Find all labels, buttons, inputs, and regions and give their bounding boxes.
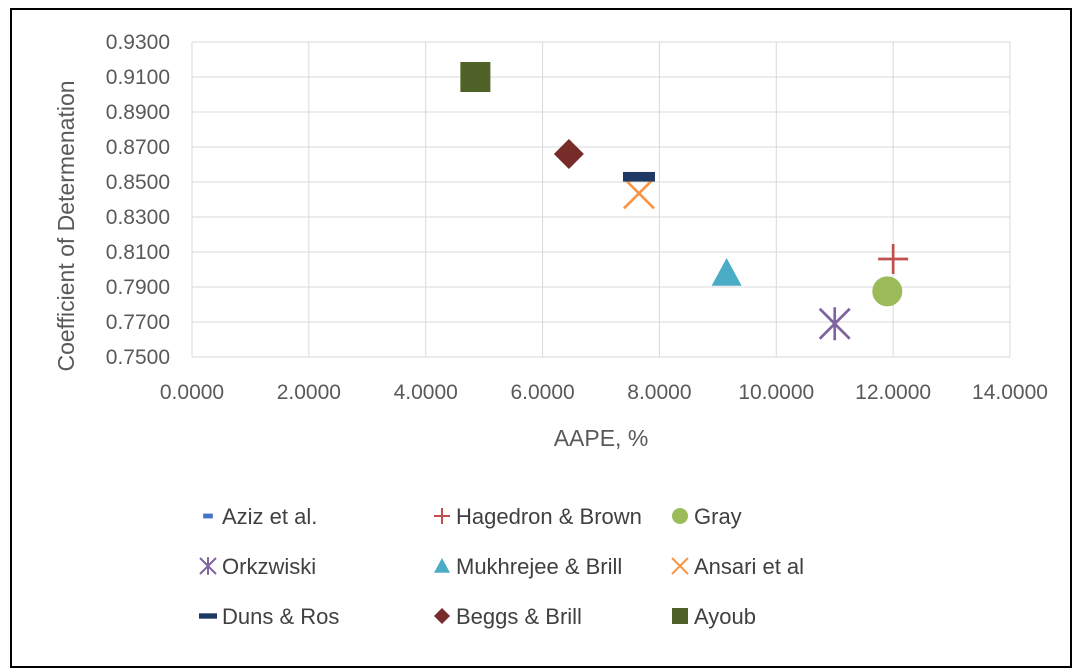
- legend-symbol: [671, 557, 689, 575]
- x-axis-label: AAPE, %: [554, 425, 649, 451]
- legend-symbol: [672, 508, 688, 524]
- legend-label: Mukhrejee & Brill: [456, 554, 622, 579]
- y-tick-label: 0.8300: [106, 206, 170, 229]
- legend-label: Ayoub: [694, 604, 756, 629]
- x-tick-label: 6.0000: [510, 381, 574, 404]
- legend-item-mukhrejee-brill: Mukhrejee & Brill: [434, 554, 622, 579]
- y-axis-ticks: 0.7500 0.7700 0.7900 0.8100 0.8300 0.8500 0.87…: [106, 31, 170, 369]
- x-tick-label: 14.0000: [972, 381, 1048, 404]
- legend-label: Ansari et al: [694, 554, 804, 579]
- y-tick-label: 0.7500: [106, 346, 170, 369]
- legend-symbol: [434, 608, 450, 624]
- x-tick-label: 2.0000: [277, 381, 341, 404]
- y-tick-label: 0.8500: [106, 171, 170, 194]
- x-tick-label: 12.0000: [855, 381, 931, 404]
- x-axis-ticks: 0.0000 2.0000 4.0000 6.0000 8.0000 10.0000 12.…: [160, 381, 1048, 404]
- legend-item-ayoub: Ayoub: [672, 604, 756, 629]
- x-tick-label: 10.0000: [738, 381, 814, 404]
- point-gray: [872, 276, 903, 307]
- legend: Aziz et al. Hagedron & Brown Gray Orkzwiski…: [199, 504, 804, 629]
- legend-symbol: [199, 557, 217, 575]
- legend-label: Orkzwiski: [222, 554, 316, 579]
- data-points: [460, 62, 909, 341]
- point-beggs-brill: [553, 139, 584, 169]
- point-ayoub: [460, 62, 491, 92]
- legend-item-aziz-et-al: Aziz et al.: [203, 504, 317, 529]
- gridlines: [191, 41, 1011, 358]
- legend-label: Gray: [694, 504, 742, 529]
- x-tick-label: 0.0000: [160, 381, 224, 404]
- y-tick-label: 0.7900: [106, 276, 170, 299]
- y-tick-label: 0.8900: [106, 101, 170, 124]
- scatter-chart: 0.0000 2.0000 4.0000 6.0000 8.0000 10.0000 12.…: [53, 31, 1048, 629]
- legend-label: Hagedron & Brown: [456, 504, 642, 529]
- point-mukhrejee-brill: [711, 258, 742, 286]
- legend-symbol: [434, 508, 450, 524]
- legend-item-beggs-brill: Beggs & Brill: [434, 604, 582, 629]
- legend-item-duns-ros: Duns & Ros: [199, 604, 339, 629]
- legend-symbol: [203, 513, 213, 519]
- legend-item-hagedron-brown: Hagedron & Brown: [434, 504, 642, 529]
- legend-symbol: [434, 558, 450, 573]
- y-tick-label: 0.9300: [106, 31, 170, 54]
- y-axis-label: Coefficient of Determenation: [53, 80, 79, 371]
- y-tick-label: 0.7700: [106, 311, 170, 334]
- legend-item-ansari-et-al: Ansari et al: [671, 554, 804, 579]
- legend-item-orkzwiski: Orkzwiski: [199, 554, 316, 579]
- point-orkzwiski: [818, 307, 851, 341]
- point-ansari-et-al: [623, 177, 655, 210]
- legend-label: Beggs & Brill: [456, 604, 582, 629]
- legend-label: Duns & Ros: [222, 604, 339, 629]
- y-tick-label: 0.8700: [106, 136, 170, 159]
- legend-label: Aziz et al.: [222, 504, 317, 529]
- y-tick-label: 0.8100: [106, 241, 170, 264]
- legend-symbol: [672, 608, 688, 624]
- x-tick-label: 8.0000: [627, 381, 691, 404]
- point-hagedron-brown: [878, 244, 909, 274]
- legend-symbol: [199, 613, 217, 619]
- x-tick-label: 4.0000: [394, 381, 458, 404]
- legend-item-gray: Gray: [672, 504, 742, 529]
- y-tick-label: 0.9100: [106, 66, 170, 89]
- point-duns-ros: [622, 171, 655, 182]
